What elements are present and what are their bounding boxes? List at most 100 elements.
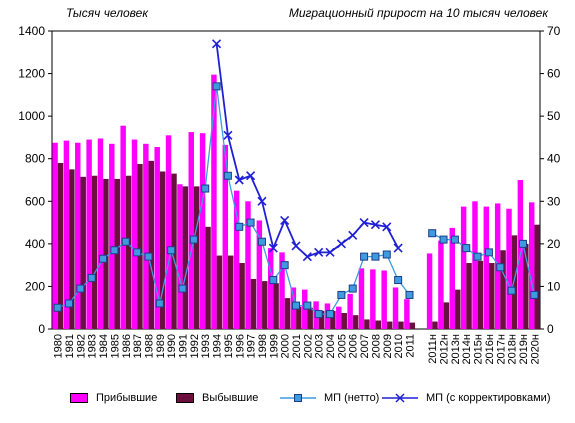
marker-net: [133, 248, 142, 257]
bar-arrived: [279, 252, 285, 329]
bar-arrived: [154, 147, 160, 329]
left-tick-label: 600: [25, 194, 45, 208]
marker-net-corrected: [370, 220, 381, 230]
legend-swatch-net-corrected: [382, 393, 418, 403]
marker-net: [257, 237, 266, 246]
marker-net: [348, 284, 357, 293]
x-tick-label: 2015н: [473, 334, 485, 365]
lines-group: [53, 39, 539, 319]
x-tick-label: 1993: [200, 334, 212, 358]
bar-arrived: [438, 240, 444, 329]
right-tick-label: 70: [547, 24, 561, 38]
marker-net: [462, 244, 471, 253]
bar-arrived: [392, 287, 399, 329]
right-tick-label: 0: [547, 322, 554, 336]
x-tick-label: 2016н: [484, 334, 496, 365]
marker-net: [155, 299, 164, 308]
x-tick-label: 2012н: [439, 334, 451, 365]
left-tick-label: 400: [25, 237, 45, 251]
x-tick-label: 2014н: [461, 334, 473, 365]
marker-net: [303, 301, 312, 310]
marker-net: [87, 273, 96, 282]
bar-departed: [69, 169, 75, 329]
x-tick-label: 1998: [257, 334, 269, 358]
bar-departed: [466, 263, 472, 329]
marker-net: [178, 284, 187, 293]
marker-net-corrected: [246, 171, 256, 181]
x-tick-label: 2011н: [427, 334, 439, 364]
bar-departed: [250, 278, 257, 329]
marker-net: [337, 290, 346, 299]
marker-net-corrected: [393, 243, 403, 253]
x-tick-label: 2007: [359, 334, 371, 358]
x-tick-label: 2009: [382, 334, 394, 358]
x-tick-label: 1992: [189, 334, 201, 358]
x-tick-label: 1988: [143, 334, 155, 358]
bar-arrived: [256, 220, 263, 329]
bar-departed: [386, 321, 393, 329]
bar-arrived: [267, 248, 274, 329]
bar-arrived: [449, 227, 455, 329]
bar-departed: [228, 255, 234, 329]
left-axis-unit-caption: Тысяч человек: [66, 6, 148, 20]
bar-arrived: [143, 143, 149, 329]
x-tick-label: 2006: [348, 334, 360, 358]
bar-departed: [443, 302, 450, 329]
marker-net: [428, 229, 437, 238]
x-tick-label: 1990: [166, 334, 178, 358]
bar-departed: [454, 289, 461, 329]
bar-arrived: [426, 253, 433, 329]
legend-label-arrived: Прибывшие: [96, 392, 158, 404]
bar-arrived: [199, 133, 206, 329]
legend-item-net-corrected: МП (с корректировками): [382, 392, 551, 404]
bar-departed: [352, 315, 359, 329]
marker-net: [314, 310, 323, 319]
bars-group: [52, 74, 540, 329]
marker-net: [53, 303, 62, 312]
bar-departed: [273, 283, 279, 329]
legend: Прибывшие Выбывшие МП (нетто) МП (с корр…: [0, 388, 575, 412]
left-tick-label: 1400: [18, 24, 45, 38]
bar-arrived: [245, 201, 251, 329]
bar-departed: [489, 263, 495, 329]
bar-departed: [159, 171, 166, 329]
right-tick-label: 50: [547, 109, 561, 123]
legend-item-net: МП (нетто): [280, 392, 379, 404]
marker-net: [530, 290, 539, 299]
bar-departed: [239, 263, 245, 329]
bar-arrived: [336, 306, 342, 329]
bar-departed: [205, 226, 211, 329]
bar-departed: [330, 310, 336, 329]
marker-net: [189, 235, 198, 244]
x-tick-label: 2013н: [450, 334, 462, 365]
right-tick-label: 40: [547, 152, 561, 166]
bar-departed: [523, 243, 529, 329]
right-tick-label: 10: [547, 279, 561, 293]
bar-arrived: [381, 270, 387, 329]
right-tick-label: 20: [547, 237, 561, 251]
bar-departed: [182, 186, 189, 329]
bar-departed: [193, 186, 200, 329]
x-tick-label: 1980: [53, 334, 65, 358]
bar-arrived: [370, 269, 376, 329]
left-tick-label: 0: [38, 322, 45, 336]
marker-net: [518, 239, 527, 248]
bar-departed: [500, 250, 506, 329]
x-tick-label: 2018н: [507, 334, 519, 365]
marker-net-corrected: [382, 222, 392, 232]
marker-net-corrected: [336, 239, 346, 249]
bar-departed: [57, 162, 64, 329]
marker-net: [269, 276, 278, 285]
marker-net: [484, 248, 493, 257]
x-tick-label: 2019н: [518, 334, 530, 365]
marker-net: [121, 237, 130, 246]
bar-departed: [284, 298, 291, 329]
marker-net: [280, 261, 289, 270]
x-tick-label: 2003: [314, 334, 326, 358]
legend-item-arrived: Прибывшие: [70, 392, 157, 404]
bar-departed: [137, 164, 143, 329]
bar-arrived: [165, 135, 172, 329]
bar-departed: [103, 178, 109, 329]
marker-net: [292, 301, 300, 310]
bar-departed: [534, 224, 540, 329]
